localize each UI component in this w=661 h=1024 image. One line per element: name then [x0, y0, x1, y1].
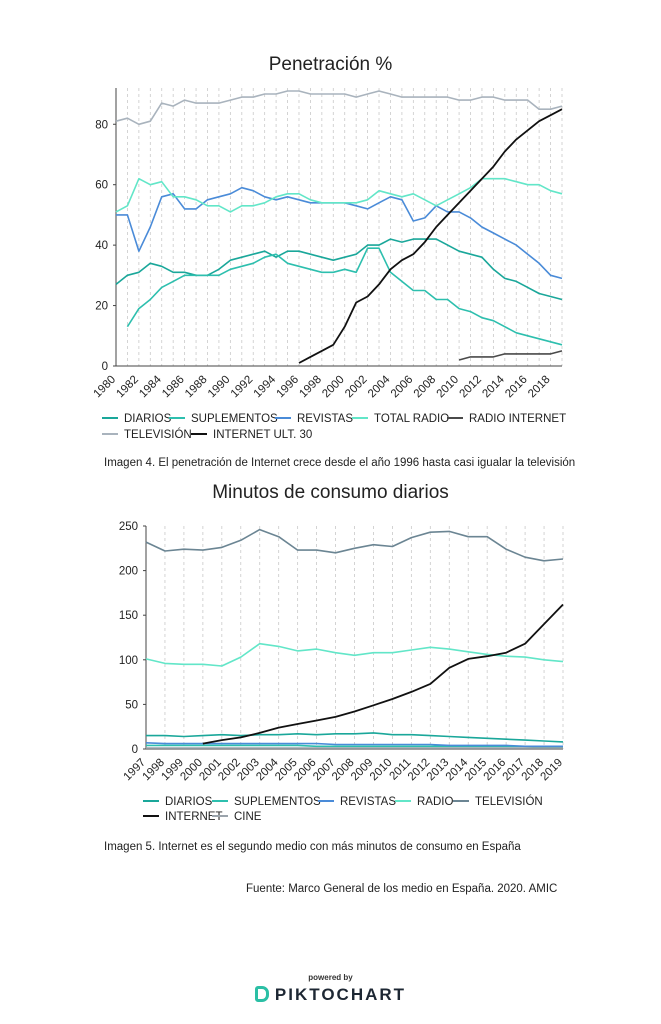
chart1-legend-label: RADIO INTERNET — [469, 413, 566, 425]
caption-imagen-5: Imagen 5. Internet es el segundo medio c… — [104, 841, 521, 853]
chart2-legend-label: TELEVISIÓN — [475, 795, 543, 808]
chart1-series-line-total-radio — [115, 177, 563, 213]
chart1-series-line-diarios — [115, 238, 563, 301]
chart1-legend-label: TOTAL RADIO — [374, 413, 449, 425]
chart1-legend-label: TELEVISIÓN — [124, 428, 192, 441]
caption-imagen-4: Imagen 4. El penetración de Internet cre… — [104, 457, 576, 469]
brand-logo: PIKTOCHART — [0, 985, 661, 1005]
chart2-legend-label: RADIO — [417, 796, 453, 808]
chart2-y-tick-label: 0 — [132, 744, 138, 756]
chart2-legend-label: INTERNET — [165, 811, 223, 823]
chart2-legend-label: REVISTAS — [340, 796, 396, 808]
chart2-y-tick-label: 200 — [119, 566, 138, 578]
chart2-title: Minutos de consumo diarios — [212, 482, 449, 503]
chart2-series-line-internet — [202, 603, 564, 745]
chart1-legend-label: INTERNET ULT. 30 — [213, 429, 312, 441]
chart1-title: Penetración % — [268, 54, 393, 75]
chart2-x-tick-label: 2019 — [539, 757, 566, 784]
chart1-penetracion: 0204060801980198219841986198819901992199… — [92, 88, 566, 441]
chart2-y-tick-label: 100 — [119, 655, 138, 667]
source-note: Fuente: Marco General de los medio en Es… — [246, 883, 558, 895]
chart1-legend-label: SUPLEMENTOS — [191, 413, 278, 425]
brand-name: PIKTOCHART — [274, 985, 407, 1004]
chart1-y-tick-label: 80 — [95, 119, 108, 131]
chart2-y-tick-label: 50 — [125, 699, 138, 711]
chart2-y-tick-label: 250 — [119, 521, 138, 533]
chart2-legend-label: SUPLEMENTOS — [234, 796, 321, 808]
chart1-series-line-televisi-n — [115, 90, 563, 126]
chart1-series-line-internet-ult-30 — [298, 108, 563, 364]
chart2-series-line-suplementos — [146, 744, 563, 748]
chart2-legend-label: CINE — [234, 811, 262, 823]
piktochart-logo-icon — [254, 986, 269, 1002]
chart2-minutos: 0501001502002501997199819992000200120022… — [119, 521, 566, 823]
chart1-series-line-suplementos — [126, 247, 563, 346]
chart1-y-tick-label: 60 — [95, 180, 108, 192]
chart1-series-line-radio-internet — [458, 350, 563, 361]
chart1-legend-label: REVISTAS — [297, 413, 353, 425]
powered-by-label: powered by — [308, 973, 353, 982]
chart2-legend-label: DIARIOS — [165, 796, 213, 808]
chart1-legend-label: DIARIOS — [124, 413, 172, 425]
chart2-series-line-revistas — [145, 742, 563, 748]
chart1-y-tick-label: 40 — [95, 240, 108, 252]
chart2-series-line-televisi-n — [145, 528, 564, 562]
chart2-y-tick-label: 150 — [119, 610, 138, 622]
chart1-y-tick-label: 0 — [102, 361, 108, 373]
chart2-series-line-diarios — [146, 732, 564, 743]
chart1-y-tick-label: 20 — [95, 301, 108, 313]
